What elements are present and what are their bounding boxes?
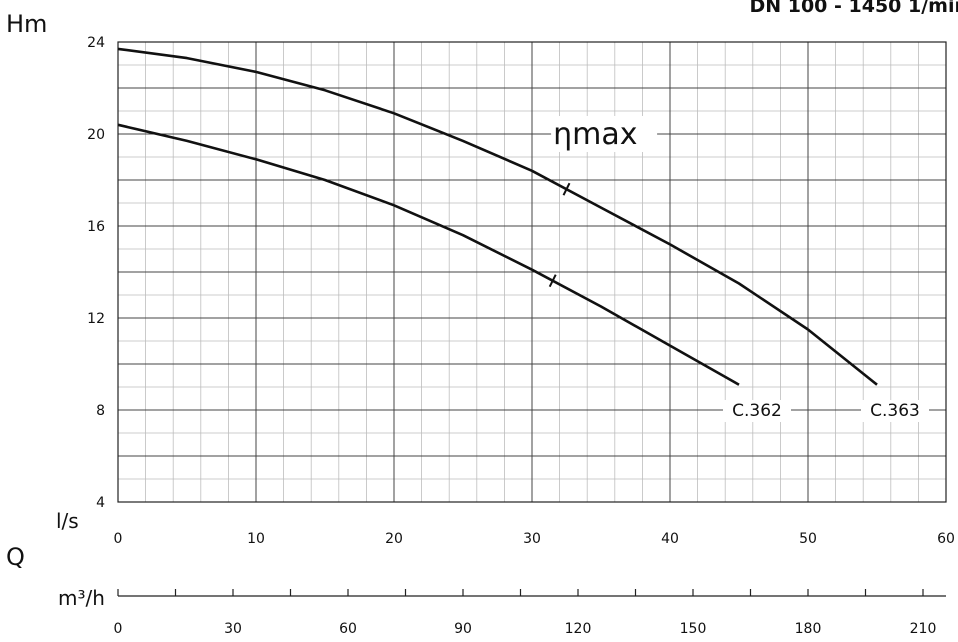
y-tick-label: 16 [87, 219, 105, 235]
secondary-tick-label: 150 [680, 621, 707, 637]
y-tick-label: 24 [87, 35, 105, 51]
labels: C.362 C.363 ηmax 0 10 20 30 40 50 60 4 8 12 16 20 24 0 30… [87, 35, 955, 637]
plot-frame [117, 41, 947, 503]
curve-label-C.363: C.363 [870, 401, 920, 421]
curves [117, 47, 878, 386]
curve-C.362 [117, 123, 740, 386]
y-axis-label: Hm [6, 10, 47, 38]
secondary-tick-label: 30 [224, 621, 242, 637]
x-axis-label: Q [6, 543, 25, 571]
eta-max-tick-C.363 [562, 182, 571, 196]
secondary-tick-label: 120 [565, 621, 592, 637]
secondary-tick-label: 180 [795, 621, 822, 637]
curve-label-C.362: C.362 [732, 401, 782, 421]
x-tick-label: 10 [247, 531, 265, 547]
secondary-tick-label: 210 [910, 621, 937, 637]
x-tick-label: 40 [661, 531, 679, 547]
eta-label-bg [551, 116, 658, 152]
x-tick-label: 20 [385, 531, 403, 547]
x-tick-label: 30 [523, 531, 541, 547]
x-tick-label: 60 [937, 531, 955, 547]
primary-x-unit: l/s [56, 509, 79, 533]
x-tick-label: 0 [114, 531, 123, 547]
major-grid [117, 41, 947, 503]
eta-max-tick-C.362 [548, 274, 557, 288]
chart-title: DN 100 - 1450 1/min [749, 0, 958, 17]
y-tick-label: 12 [87, 311, 105, 327]
y-tick-label: 20 [87, 127, 105, 143]
curve-label-bg [723, 400, 791, 422]
curve-label-bg [861, 400, 929, 422]
y-tick-label: 8 [96, 403, 105, 419]
secondary-tick-label: 0 [114, 621, 123, 637]
secondary-tick-label: 90 [454, 621, 472, 637]
y-tick-label: 4 [96, 495, 105, 511]
curve-C.363 [117, 47, 878, 386]
eta-max-annotation: ηmax [553, 117, 637, 152]
x-tick-label: 50 [799, 531, 817, 547]
secondary-x-unit: m³/h [58, 586, 105, 610]
secondary-tick-label: 60 [339, 621, 357, 637]
